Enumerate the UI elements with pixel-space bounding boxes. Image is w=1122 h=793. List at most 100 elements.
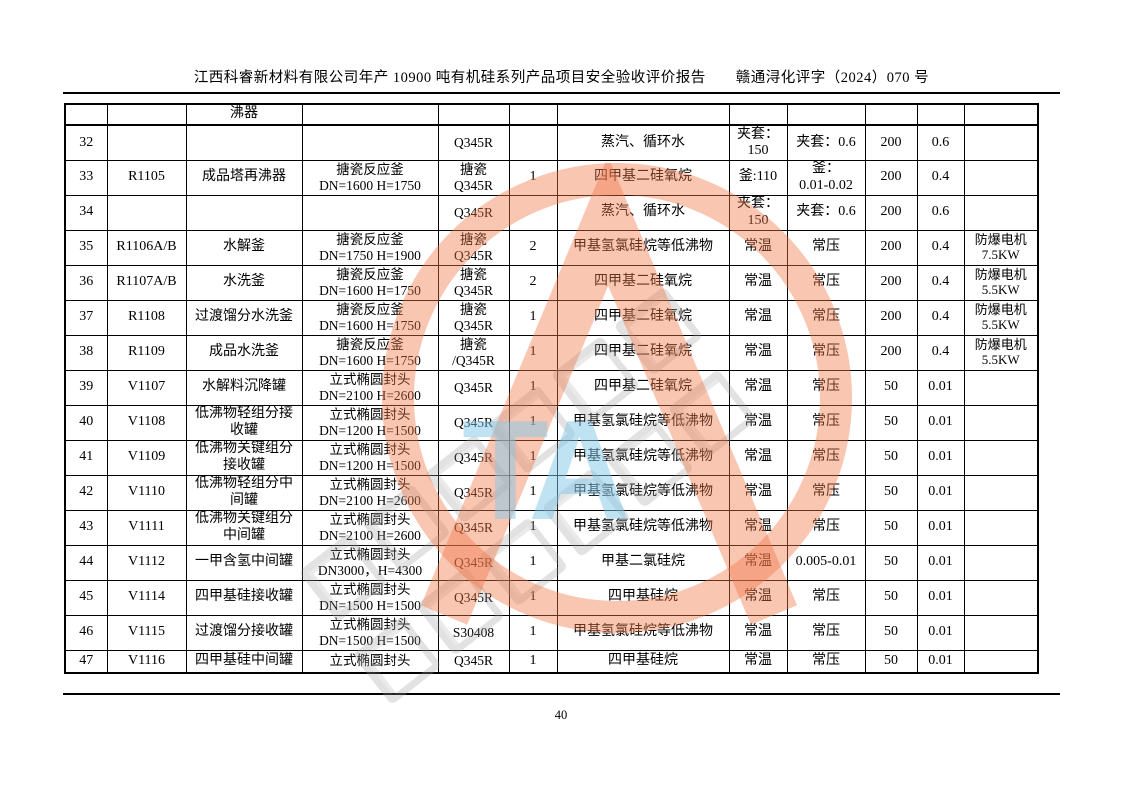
cell-design_temp: 50 bbox=[864, 544, 918, 581]
cell-seq: 45 bbox=[64, 579, 108, 616]
cell-spec: 立式椭圆封头 bbox=[301, 649, 439, 674]
cell-design_temp: 50 bbox=[864, 649, 918, 674]
cell-design_pressure: 0.6 bbox=[916, 124, 965, 161]
cell-medium: 四甲基二硅氧烷 bbox=[556, 159, 730, 196]
cell-spec bbox=[301, 103, 439, 126]
cell-spec: 立式椭圆封头 DN=2100 H=2600 bbox=[301, 474, 439, 511]
cell-design_pressure: 0.01 bbox=[916, 509, 965, 546]
cell-qty: 1 bbox=[508, 509, 558, 546]
table-row: 44 V1112 一甲含氢中间罐 立式椭圆封头 DN3000，H=4300 Q345R 1… bbox=[64, 544, 1039, 581]
cell-spec: 搪瓷反应釜 DN=1600 H=1750 bbox=[301, 159, 439, 196]
cell-seq: 32 bbox=[64, 124, 108, 161]
cell-name bbox=[185, 124, 303, 161]
cell-spec: 立式椭圆封头 DN=1500 H=1500 bbox=[301, 614, 439, 651]
cell-temp: 常温 bbox=[728, 229, 788, 266]
cell-remark bbox=[963, 649, 1039, 674]
cell-medium: 甲基氢氯硅烷等低沸物 bbox=[556, 509, 730, 546]
cell-medium: 甲基氢氯硅烷等低沸物 bbox=[556, 474, 730, 511]
cell-spec bbox=[301, 194, 439, 231]
cell-material: Q345R bbox=[437, 124, 510, 161]
cell-seq: 33 bbox=[64, 159, 108, 196]
cell-temp bbox=[728, 103, 788, 126]
cell-name: 低沸物轻组分中间罐 bbox=[185, 474, 303, 511]
cell-remark bbox=[963, 369, 1039, 406]
cell-tag: V1110 bbox=[106, 474, 187, 511]
cell-qty: 1 bbox=[508, 579, 558, 616]
cell-material: Q345R bbox=[437, 579, 510, 616]
cell-design_pressure: 0.01 bbox=[916, 404, 965, 441]
cell-medium: 蒸汽、循环水 bbox=[556, 124, 730, 161]
cell-pressure: 常压 bbox=[786, 229, 866, 266]
cell-medium: 蒸汽、循环水 bbox=[556, 194, 730, 231]
cell-remark bbox=[963, 194, 1039, 231]
cell-qty bbox=[508, 124, 558, 161]
cell-design_temp: 200 bbox=[864, 159, 918, 196]
cell-spec: 立式椭圆封头 DN=1200 H=1500 bbox=[301, 439, 439, 476]
cell-seq: 39 bbox=[64, 369, 108, 406]
cell-seq: 42 bbox=[64, 474, 108, 511]
cell-tag: R1107A/B bbox=[106, 264, 187, 301]
cell-temp: 常温 bbox=[728, 474, 788, 511]
cell-medium: 甲基氢氯硅烷等低沸物 bbox=[556, 404, 730, 441]
cell-name: 低沸物关键组分中间罐 bbox=[185, 509, 303, 546]
cell-design_temp: 200 bbox=[864, 229, 918, 266]
cell-remark: 防爆电机 5.5KW bbox=[963, 299, 1039, 336]
cell-tag: V1112 bbox=[106, 544, 187, 581]
table-row: 41 V1109 低沸物关键组分接收罐 立式椭圆封头 DN=1200 H=1500 Q3… bbox=[64, 439, 1039, 476]
cell-pressure: 常压 bbox=[786, 264, 866, 301]
cell-name: 四甲基硅接收罐 bbox=[185, 579, 303, 616]
cell-spec: 立式椭圆封头 DN=2100 H=2600 bbox=[301, 369, 439, 406]
cell-qty bbox=[508, 194, 558, 231]
cell-pressure: 0.005-0.01 bbox=[786, 544, 866, 581]
cell-spec: 立式椭圆封头 DN=1500 H=1500 bbox=[301, 579, 439, 616]
footer-rule bbox=[63, 693, 1060, 695]
cell-seq: 38 bbox=[64, 334, 108, 371]
cell-temp: 常温 bbox=[728, 299, 788, 336]
cell-name: 水解釜 bbox=[185, 229, 303, 266]
cell-tag: R1105 bbox=[106, 159, 187, 196]
cell-qty: 1 bbox=[508, 369, 558, 406]
cell-tag: V1107 bbox=[106, 369, 187, 406]
cell-design_pressure: 0.4 bbox=[916, 159, 965, 196]
cell-medium: 四甲基二硅氧烷 bbox=[556, 369, 730, 406]
cell-tag: R1106A/B bbox=[106, 229, 187, 266]
cell-design_temp: 200 bbox=[864, 124, 918, 161]
cell-tag: V1114 bbox=[106, 579, 187, 616]
cell-spec: 搪瓷反应釜 DN=1750 H=1900 bbox=[301, 229, 439, 266]
cell-medium: 四甲基硅烷 bbox=[556, 649, 730, 674]
cell-medium bbox=[556, 103, 730, 126]
cell-medium: 甲基氢氯硅烷等低沸物 bbox=[556, 229, 730, 266]
table-row: 33 R1105 成品塔再沸器 搪瓷反应釜 DN=1600 H=1750 搪瓷 Q345… bbox=[64, 159, 1039, 196]
cell-temp: 常温 bbox=[728, 509, 788, 546]
cell-material: 搪瓷 Q345R bbox=[437, 159, 510, 196]
cell-name: 一甲含氢中间罐 bbox=[185, 544, 303, 581]
cell-temp: 夹套： 150 bbox=[728, 124, 788, 161]
cell-material: 搪瓷 /Q345R bbox=[437, 334, 510, 371]
table-row: 42 V1110 低沸物轻组分中间罐 立式椭圆封头 DN=2100 H=2600 Q34… bbox=[64, 474, 1039, 511]
cell-design_temp: 50 bbox=[864, 509, 918, 546]
cell-temp: 常温 bbox=[728, 439, 788, 476]
cell-temp: 常温 bbox=[728, 614, 788, 651]
cell-pressure: 常压 bbox=[786, 509, 866, 546]
cell-design_temp: 50 bbox=[864, 369, 918, 406]
table-row: 36 R1107A/B 水洗釜 搪瓷反应釜 DN=1600 H=1750 搪瓷 Q345… bbox=[64, 264, 1039, 301]
cell-design_temp: 200 bbox=[864, 299, 918, 336]
cell-name: 水洗釜 bbox=[185, 264, 303, 301]
cell-qty: 1 bbox=[508, 544, 558, 581]
cell-qty: 2 bbox=[508, 229, 558, 266]
cell-remark bbox=[963, 509, 1039, 546]
cell-temp: 常温 bbox=[728, 369, 788, 406]
cell-remark bbox=[963, 124, 1039, 161]
cell-design_pressure: 0.01 bbox=[916, 649, 965, 674]
cell-pressure: 常压 bbox=[786, 404, 866, 441]
cell-design_temp: 200 bbox=[864, 334, 918, 371]
cell-remark bbox=[963, 159, 1039, 196]
cell-material: Q345R bbox=[437, 474, 510, 511]
cell-medium: 四甲基二硅氧烷 bbox=[556, 299, 730, 336]
cell-material: 搪瓷 Q345R bbox=[437, 264, 510, 301]
cell-name: 过渡馏分水洗釜 bbox=[185, 299, 303, 336]
cell-pressure: 常压 bbox=[786, 579, 866, 616]
cell-design_pressure: 0.4 bbox=[916, 229, 965, 266]
cell-remark bbox=[963, 544, 1039, 581]
